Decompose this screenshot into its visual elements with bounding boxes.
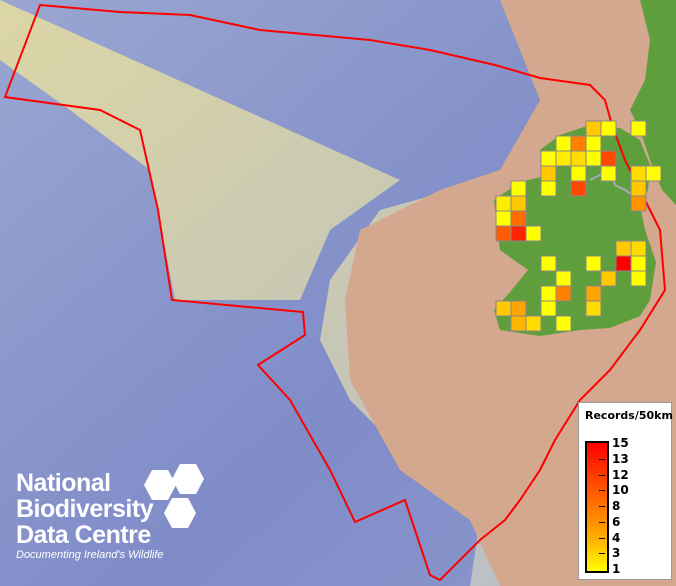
grid-cell-50km[interactable] [585, 285, 602, 302]
grid-cell-50km[interactable] [600, 120, 617, 137]
grid-cell-50km[interactable] [540, 285, 557, 302]
legend-tick-mark [599, 506, 605, 507]
logo-hexagon-icons [144, 464, 204, 528]
legend-color-bar [585, 441, 609, 573]
legend-tick-label: 13 [612, 451, 629, 466]
grid-cell-50km[interactable] [555, 285, 572, 302]
grid-cell-50km[interactable] [585, 255, 602, 272]
grid-cell-50km[interactable] [510, 315, 527, 332]
plant-hex-icon [144, 470, 176, 500]
grid-cell-50km[interactable] [630, 195, 647, 212]
grid-cell-50km[interactable] [540, 300, 557, 317]
grid-cell-50km[interactable] [525, 225, 542, 242]
legend-tick-label: 15 [612, 436, 629, 450]
grid-cell-50km[interactable] [555, 315, 572, 332]
grid-cell-50km[interactable] [510, 225, 527, 242]
legend-tick-label: 6 [612, 514, 621, 529]
grid-cell-50km[interactable] [600, 270, 617, 287]
grid-cell-50km[interactable] [510, 180, 527, 197]
great-britain-land [630, 0, 676, 205]
grid-cell-50km[interactable] [600, 165, 617, 182]
butterfly-hex-icon [172, 464, 204, 494]
grid-cell-50km[interactable] [630, 255, 647, 272]
legend-tick-mark [599, 553, 605, 555]
grid-cell-50km[interactable] [615, 240, 632, 257]
grid-cell-50km[interactable] [540, 150, 557, 167]
grid-cell-50km[interactable] [555, 135, 572, 152]
logo-line-1: National [16, 469, 111, 497]
grid-cell-50km[interactable] [570, 135, 587, 152]
grid-cell-50km[interactable] [540, 165, 557, 182]
grid-cell-50km[interactable] [570, 165, 587, 182]
grid-cell-50km[interactable] [570, 180, 587, 197]
grid-cell-50km[interactable] [555, 150, 572, 167]
grid-cell-50km[interactable] [615, 255, 632, 272]
grid-cells-layer [495, 120, 662, 332]
grid-cell-50km[interactable] [495, 210, 512, 227]
legend-tick-mark [599, 521, 605, 523]
legend: Records/50km 15 13 12 10 8 6 4 3 1 [578, 402, 673, 580]
seahorse-hex-icon [164, 498, 196, 528]
grid-cell-50km[interactable] [585, 150, 602, 167]
grid-cell-50km[interactable] [495, 300, 512, 317]
grid-cell-50km[interactable] [540, 255, 557, 272]
grid-cell-50km[interactable] [495, 225, 512, 242]
eez-boundary [3, 3, 667, 582]
legend-tick-label: 4 [612, 530, 621, 545]
grid-cell-50km[interactable] [540, 180, 557, 197]
legend-tick-label: 8 [612, 499, 621, 513]
legend-tick-label: 3 [612, 546, 621, 561]
legend-tick-mark [599, 474, 605, 476]
grid-cell-50km[interactable] [600, 150, 617, 167]
grid-cell-50km[interactable] [585, 120, 602, 137]
grid-cell-50km[interactable] [585, 135, 602, 152]
legend-tick-label: 12 [612, 467, 629, 482]
legend-tick-label: 10 [612, 483, 629, 498]
grid-cell-50km[interactable] [495, 195, 512, 212]
grid-cell-50km[interactable] [630, 270, 647, 287]
grid-cell-50km[interactable] [630, 180, 647, 197]
legend-tick-mark [599, 490, 605, 492]
grid-cell-50km[interactable] [510, 195, 527, 212]
legend-tick-label: 1 [612, 562, 621, 576]
grid-cell-50km[interactable] [645, 165, 662, 182]
grid-cell-50km[interactable] [570, 150, 587, 167]
legend-tick-mark [599, 537, 605, 539]
nbdc-logo: National Biodiversity Data Centre Docume… [16, 470, 164, 561]
legend-tick-mark [599, 458, 605, 460]
logo-line-2: Biodiversity [16, 495, 154, 523]
logo-tagline: Documenting Ireland's Wildlife [16, 549, 164, 561]
grid-cell-50km[interactable] [510, 300, 527, 317]
grid-cell-50km[interactable] [555, 270, 572, 287]
grid-cell-50km[interactable] [630, 240, 647, 257]
grid-cell-50km[interactable] [510, 210, 527, 227]
logo-line-3: Data Centre [16, 521, 151, 549]
grid-cell-50km[interactable] [525, 315, 542, 332]
grid-cell-50km[interactable] [630, 120, 647, 137]
grid-cell-50km[interactable] [585, 300, 602, 317]
legend-title: Records/50km [585, 409, 673, 422]
grid-cell-50km[interactable] [630, 165, 647, 182]
